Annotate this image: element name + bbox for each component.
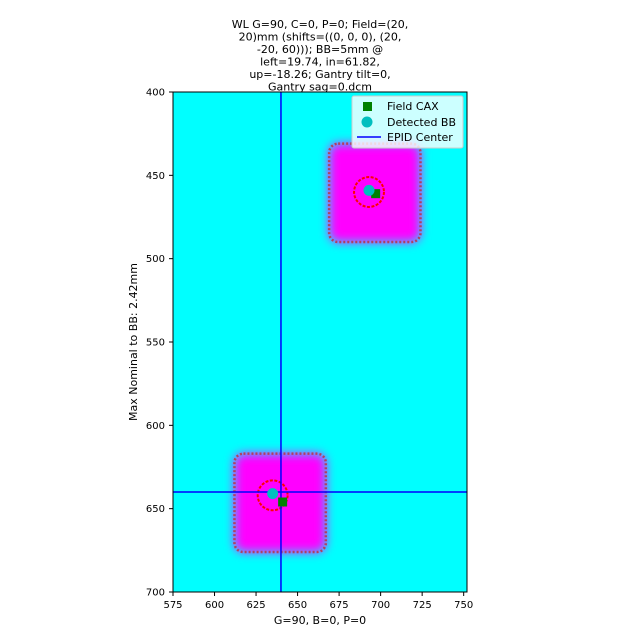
x-tick-label: 725	[413, 600, 432, 611]
legend-box	[351, 95, 464, 149]
field-cax-marker-1	[371, 189, 381, 199]
chart-title-line: -20, 60))); BB=5mm @	[257, 43, 383, 56]
legend-label-field-cax: Field CAX	[387, 100, 439, 113]
bb-outline-2	[256, 479, 289, 512]
detected-bb-marker-2	[267, 488, 279, 500]
x-tick-label: 600	[205, 600, 224, 611]
x-axis-label: G=90, B=0, P=0	[274, 614, 366, 627]
bb-outline-1	[353, 176, 385, 208]
y-tick-label: 400	[146, 88, 165, 99]
y-tick-label: 600	[146, 421, 165, 432]
plot-area	[173, 92, 467, 592]
chart-title-line: up=-18.26; Gantry tilt=0,	[249, 68, 390, 81]
legend-entry-epid-center: EPID Center	[357, 131, 453, 144]
legend-label-detected-bb: Detected BB	[387, 116, 456, 129]
field-cax-marker-2	[278, 497, 288, 507]
chart-title-line: WL G=90, C=0, P=0; Field=(20,	[232, 18, 409, 31]
legend-entry-field-cax: Field CAX	[363, 100, 439, 113]
legend: Field CAX Detected BB EPID Center	[351, 95, 464, 149]
legend-label-epid-center: EPID Center	[387, 131, 453, 144]
x-axis-ticks: 575 600 625 650 675 700 725 750	[163, 592, 473, 611]
detected-bb-marker-1	[363, 184, 375, 196]
x-tick-label: 750	[454, 600, 473, 611]
x-tick-label: 700	[371, 600, 390, 611]
legend-entry-detected-bb: Detected BB	[361, 116, 456, 129]
y-axis-ticks: 400 450 500 550 600 650 700	[146, 88, 173, 599]
y-tick-label: 550	[146, 338, 165, 349]
chart-title: WL G=90, C=0, P=0; Field=(20, 20)mm (shif…	[232, 18, 409, 94]
x-tick-label: 650	[288, 600, 307, 611]
x-tick-label: 675	[330, 600, 349, 611]
y-tick-label: 650	[146, 504, 165, 515]
field-edge-2	[233, 452, 328, 554]
y-tick-label: 500	[146, 254, 165, 265]
chart-title-line: 20)mm (shifts=((0, 0, 0), (20,	[239, 31, 402, 44]
chart-title-text: WL G=90, C=0, P=0; Field=(20, 20)mm (shif…	[232, 18, 409, 94]
chart-title-line: Gantry sag=0.dcm	[268, 81, 372, 94]
cyan-circle-icon	[361, 116, 373, 128]
x-tick-label: 575	[163, 600, 182, 611]
green-square-icon	[363, 102, 372, 111]
y-axis-label: Max Nominal to BB: 2.42mm	[127, 263, 140, 421]
y-tick-label: 450	[146, 171, 165, 182]
chart-title-line: left=19.74, in=61.82,	[260, 56, 380, 69]
y-tick-label: 700	[146, 588, 165, 599]
x-tick-label: 625	[247, 600, 266, 611]
